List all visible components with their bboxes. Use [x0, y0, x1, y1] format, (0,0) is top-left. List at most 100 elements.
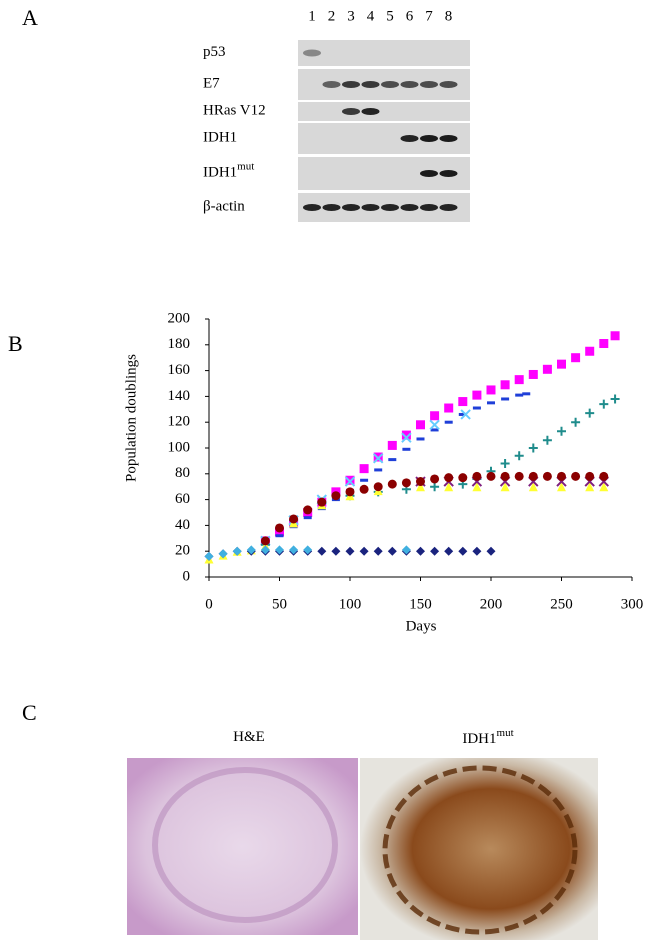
marker	[359, 546, 369, 556]
marker	[303, 505, 313, 515]
panel-label: C	[22, 700, 37, 725]
marker	[571, 417, 581, 427]
marker	[430, 546, 440, 556]
x-tick-label: 300	[621, 596, 644, 612]
y-tick-label: 200	[168, 310, 191, 326]
lane-label: 1	[308, 8, 316, 24]
marker	[289, 545, 299, 555]
marker	[486, 546, 496, 556]
marker	[331, 546, 341, 556]
row-label: HRas V12	[203, 103, 266, 119]
tissue-nodule	[382, 765, 578, 935]
row-label: IDH1mut	[203, 160, 254, 181]
title-text: H&E	[233, 729, 265, 745]
marker	[317, 497, 327, 507]
lane-label: 4	[367, 8, 375, 24]
marker	[486, 471, 496, 481]
marker	[472, 471, 482, 481]
marker	[373, 482, 383, 492]
y-tick-label: 20	[175, 543, 190, 559]
marker	[204, 551, 214, 561]
marker	[599, 339, 609, 349]
blot-band	[342, 108, 360, 115]
marker	[401, 478, 411, 488]
marker	[500, 471, 510, 481]
marker	[331, 491, 341, 501]
marker	[416, 437, 425, 441]
marker	[514, 375, 524, 385]
marker	[501, 397, 510, 401]
marker	[303, 545, 313, 555]
image-title: H&E	[233, 729, 265, 745]
blot-strip	[298, 40, 470, 66]
lane-label: 5	[386, 8, 394, 24]
x-tick-label: 0	[205, 596, 213, 612]
panel-label: B	[8, 331, 23, 356]
marker	[528, 369, 538, 379]
he-image	[127, 758, 358, 935]
marker	[372, 453, 384, 464]
marker	[458, 546, 468, 556]
row-text: IDH1	[203, 130, 237, 146]
marker	[430, 482, 440, 492]
marker	[246, 545, 256, 555]
x-tick-label: 250	[550, 596, 573, 612]
marker	[430, 411, 440, 421]
marker	[557, 471, 566, 481]
panel-label: A	[22, 5, 38, 30]
blot-band	[400, 204, 419, 211]
superscript: mut	[497, 727, 514, 739]
marker	[514, 451, 524, 461]
marker	[345, 546, 355, 556]
lane-label: 7	[425, 8, 433, 24]
blot-band	[420, 204, 438, 211]
x-tick-label: 100	[339, 596, 362, 612]
marker	[373, 546, 383, 556]
marker	[486, 385, 496, 395]
blot-band	[400, 81, 419, 88]
marker	[344, 476, 356, 487]
marker	[458, 412, 467, 416]
image-title: IDH1mut	[462, 727, 513, 748]
marker	[360, 478, 369, 482]
marker	[444, 403, 454, 413]
marker	[528, 482, 538, 492]
row-text: β-actin	[203, 199, 245, 215]
marker	[472, 546, 482, 556]
blot-band	[342, 204, 360, 211]
superscript: mut	[237, 160, 254, 172]
blot-band	[420, 170, 438, 177]
y-tick-label: 60	[175, 491, 190, 507]
marker	[416, 546, 425, 556]
marker	[387, 546, 397, 556]
lane-label: 8	[445, 8, 453, 24]
marker	[275, 534, 284, 538]
tissue-nodule	[152, 767, 338, 923]
row-text: HRas V12	[203, 103, 266, 119]
marker	[500, 482, 510, 492]
marker	[599, 482, 609, 492]
marker	[444, 420, 453, 424]
y-tick-label: 100	[168, 439, 191, 455]
lane-label: 6	[406, 8, 414, 24]
marker	[416, 420, 425, 430]
marker	[260, 545, 270, 555]
marker	[444, 546, 454, 556]
marker	[542, 471, 552, 481]
marker	[487, 401, 495, 405]
marker	[303, 516, 312, 520]
marker	[275, 545, 284, 555]
blot-band	[439, 170, 458, 177]
marker	[557, 359, 566, 369]
marker	[416, 477, 425, 487]
marker	[345, 487, 355, 497]
marker	[599, 399, 609, 409]
title-text: IDH1	[462, 731, 496, 747]
marker	[444, 473, 454, 483]
marker	[542, 435, 552, 445]
marker	[557, 482, 566, 492]
blot-band	[342, 81, 360, 88]
marker	[275, 523, 284, 533]
marker	[317, 546, 327, 556]
